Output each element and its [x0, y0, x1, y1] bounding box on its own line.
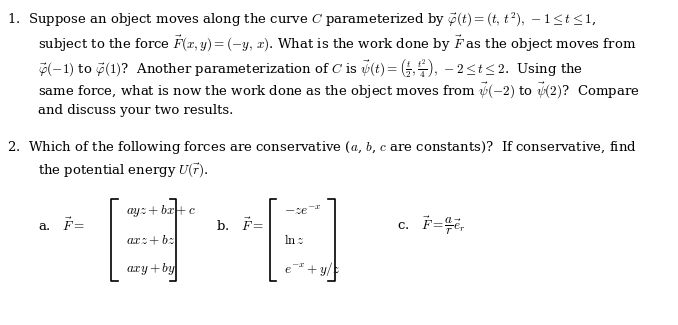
Text: a.   $\vec{F} = $: a. $\vec{F} = $	[38, 217, 85, 234]
Text: c.   $\vec{F} = \dfrac{a}{r}\vec{e}_r$: c. $\vec{F} = \dfrac{a}{r}\vec{e}_r$	[397, 214, 466, 237]
Text: $ayz + bx + c$: $ayz + bx + c$	[125, 203, 196, 219]
Text: $e^{-x} + y/z$: $e^{-x} + y/z$	[284, 260, 340, 278]
Text: $\ln z$: $\ln z$	[284, 233, 305, 247]
Text: the potential energy $U(\vec{r})$.: the potential energy $U(\vec{r})$.	[38, 162, 209, 180]
Text: $\vec{\varphi}(-1)$ to $\vec{\varphi}(1)$?  Another parameterization of $C$ is $: $\vec{\varphi}(-1)$ to $\vec{\varphi}(1)…	[38, 58, 583, 81]
Text: subject to the force $\vec{F}(x,y) = (-y,\,x)$. What is the work done by $\vec{F: subject to the force $\vec{F}(x,y) = (-y…	[38, 34, 637, 54]
Text: same force, what is now the work done as the object moves from $\vec{\psi}(-2)$ : same force, what is now the work done as…	[38, 81, 639, 101]
Text: $axz + bz$: $axz + bz$	[125, 233, 175, 247]
Text: and discuss your two results.: and discuss your two results.	[38, 104, 233, 117]
Text: 1.  Suppose an object moves along the curve $C$ parameterized by $\vec{\varphi}(: 1. Suppose an object moves along the cur…	[7, 11, 596, 29]
Text: $axy + by$: $axy + by$	[125, 261, 176, 277]
Text: b.   $\vec{F} = $: b. $\vec{F} = $	[216, 217, 264, 234]
Text: 2.  Which of the following forces are conservative ($a$, $b$, $c$ are constants): 2. Which of the following forces are con…	[7, 139, 637, 156]
Text: $-ze^{-x}$: $-ze^{-x}$	[284, 204, 321, 218]
